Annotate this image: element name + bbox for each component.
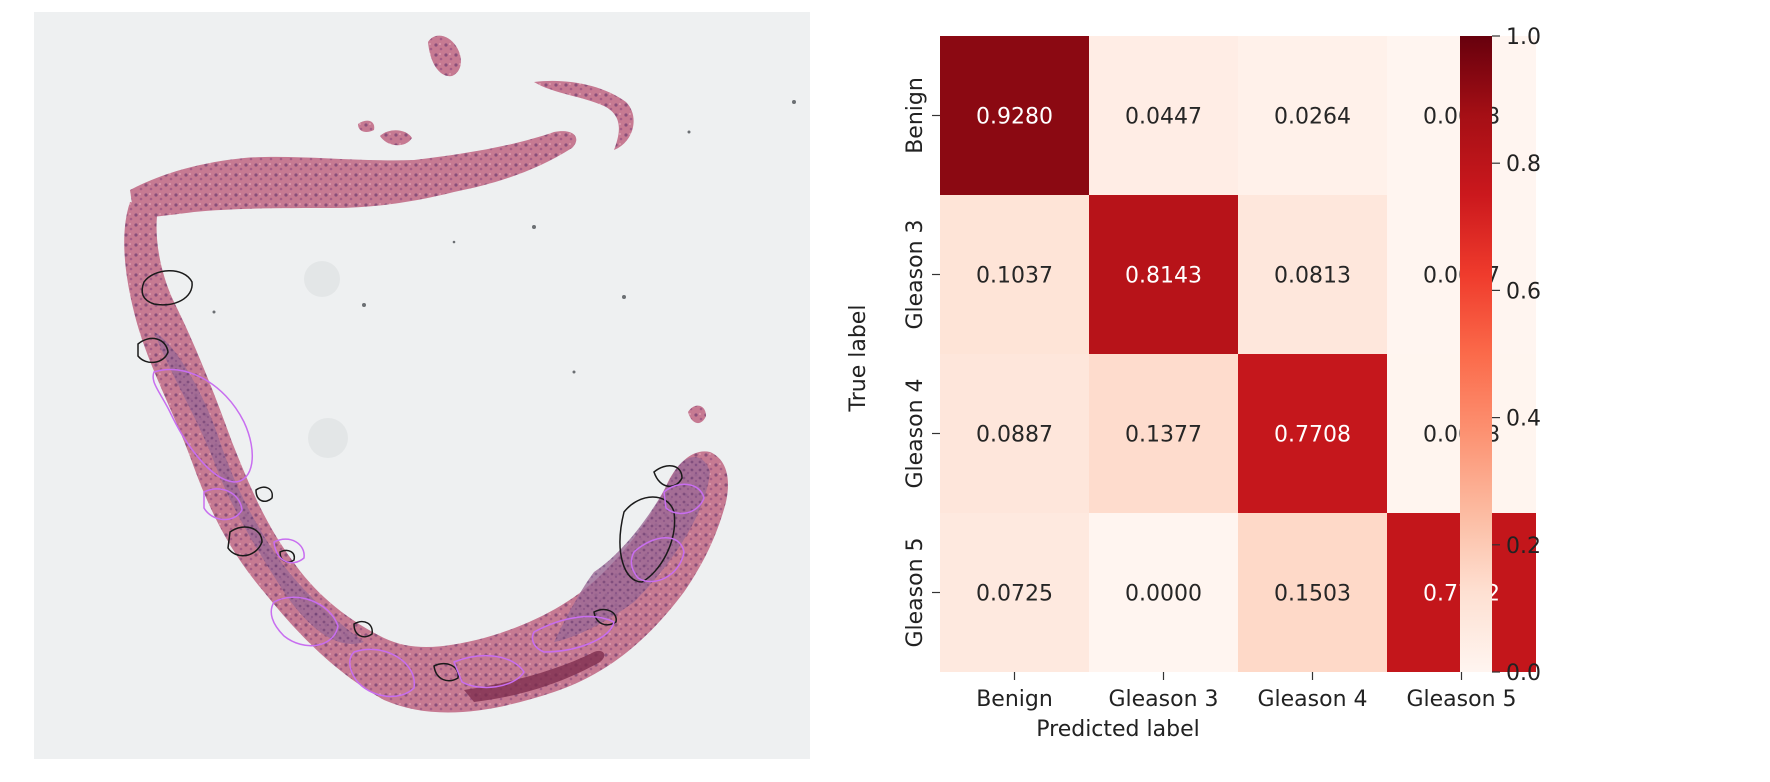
- debris-speck: [572, 370, 576, 374]
- debris-speck: [792, 100, 796, 104]
- heatmap-cell: [1089, 195, 1238, 354]
- tissue-fragment: [534, 80, 634, 150]
- slide-smudge: [308, 418, 348, 458]
- heatmap-cells: [940, 36, 1536, 672]
- y-tick-label: Gleason 3: [903, 219, 928, 329]
- x-axis-label: Predicted label: [1036, 717, 1199, 742]
- colorbar-tick-label: 0.0: [1506, 661, 1541, 686]
- cell-value-label: 0.0725: [976, 582, 1053, 607]
- x-tick-label: Gleason 3: [1108, 687, 1218, 712]
- x-axis-ticks: Benign Gleason 3 Gleason 4 Gleason 5: [976, 672, 1517, 712]
- cell-value-label: 0.1377: [1125, 423, 1202, 448]
- tissue-strip-top: [130, 131, 577, 218]
- tissue-slide-image: [34, 12, 810, 759]
- y-axis-ticks: Benign Gleason 3 Gleason 4 Gleason 5: [903, 77, 940, 648]
- colorbar-tick-label: 0.4: [1506, 407, 1541, 432]
- tissue-dense-region: [154, 332, 364, 644]
- slide-background: [34, 12, 810, 759]
- colorbar: [1460, 36, 1492, 672]
- cell-value-label: 0.0447: [1125, 105, 1202, 130]
- y-tick-label: Gleason 4: [903, 378, 928, 488]
- debris-speck: [362, 303, 366, 307]
- heatmap-cell: [940, 513, 1089, 672]
- cell-value-label: 0.1503: [1274, 582, 1351, 607]
- tissue-tip: [688, 405, 706, 424]
- heatmap-cell: [1238, 354, 1387, 513]
- colorbar-ticks: 0.0 0.2 0.4 0.6 0.8 1.0: [1492, 25, 1541, 686]
- heatmap-cell: [940, 354, 1089, 513]
- debris-speck: [212, 310, 216, 314]
- slide-smudge: [304, 261, 340, 297]
- confusion-matrix-chart: 0.92800.04470.02640.00080.10370.81430.08…: [820, 0, 1770, 778]
- heatmap-cell: [1089, 36, 1238, 195]
- cell-value-label: 0.0887: [976, 423, 1053, 448]
- cell-value-label: 0.8143: [1125, 264, 1202, 289]
- colorbar-tick-label: 0.6: [1506, 279, 1541, 304]
- tissue-fragment: [380, 130, 412, 146]
- tissue-fragment: [428, 35, 461, 77]
- heatmap-cell: [1089, 354, 1238, 513]
- colorbar-tick-label: 0.2: [1506, 534, 1541, 559]
- tissue-dense-region: [554, 457, 710, 642]
- debris-speck: [687, 130, 691, 134]
- debris-speck: [622, 295, 626, 299]
- heatmap-cell: [1238, 195, 1387, 354]
- debris-speck: [532, 225, 536, 229]
- cell-value-label: 0.0813: [1274, 264, 1351, 289]
- heatmap-cell: [940, 195, 1089, 354]
- cell-value-label: 0.9280: [976, 105, 1053, 130]
- heatmap-cell: [940, 36, 1089, 195]
- cell-value-label: 0.7708: [1274, 423, 1351, 448]
- tissue-slide-svg: [34, 12, 810, 759]
- x-tick-label: Gleason 4: [1257, 687, 1367, 712]
- cell-value-label: 0.1037: [976, 264, 1053, 289]
- annotation-contours-magenta: [152, 368, 705, 698]
- tissue-dark-band: [464, 650, 605, 702]
- debris-speck: [452, 240, 456, 244]
- y-axis-label: True label: [846, 305, 871, 413]
- heatmap-cell: [1089, 513, 1238, 672]
- cell-value-label: 0.0264: [1274, 105, 1351, 130]
- x-tick-label: Gleason 5: [1406, 687, 1516, 712]
- tissue-fragment: [358, 120, 375, 132]
- tissue-strip-main: [124, 202, 729, 713]
- colorbar-tick-label: 0.8: [1506, 152, 1541, 177]
- heatmap-cell: [1238, 513, 1387, 672]
- annotation-contours-black: [137, 270, 683, 682]
- heatmap-cell: [1238, 36, 1387, 195]
- x-tick-label: Benign: [976, 687, 1053, 712]
- confusion-matrix-svg: 0.92800.04470.02640.00080.10370.81430.08…: [846, 25, 1541, 742]
- colorbar-tick-label: 1.0: [1506, 25, 1541, 50]
- y-tick-label: Benign: [903, 77, 928, 154]
- y-tick-label: Gleason 5: [903, 537, 928, 647]
- cell-value-label: 0.0000: [1125, 582, 1202, 607]
